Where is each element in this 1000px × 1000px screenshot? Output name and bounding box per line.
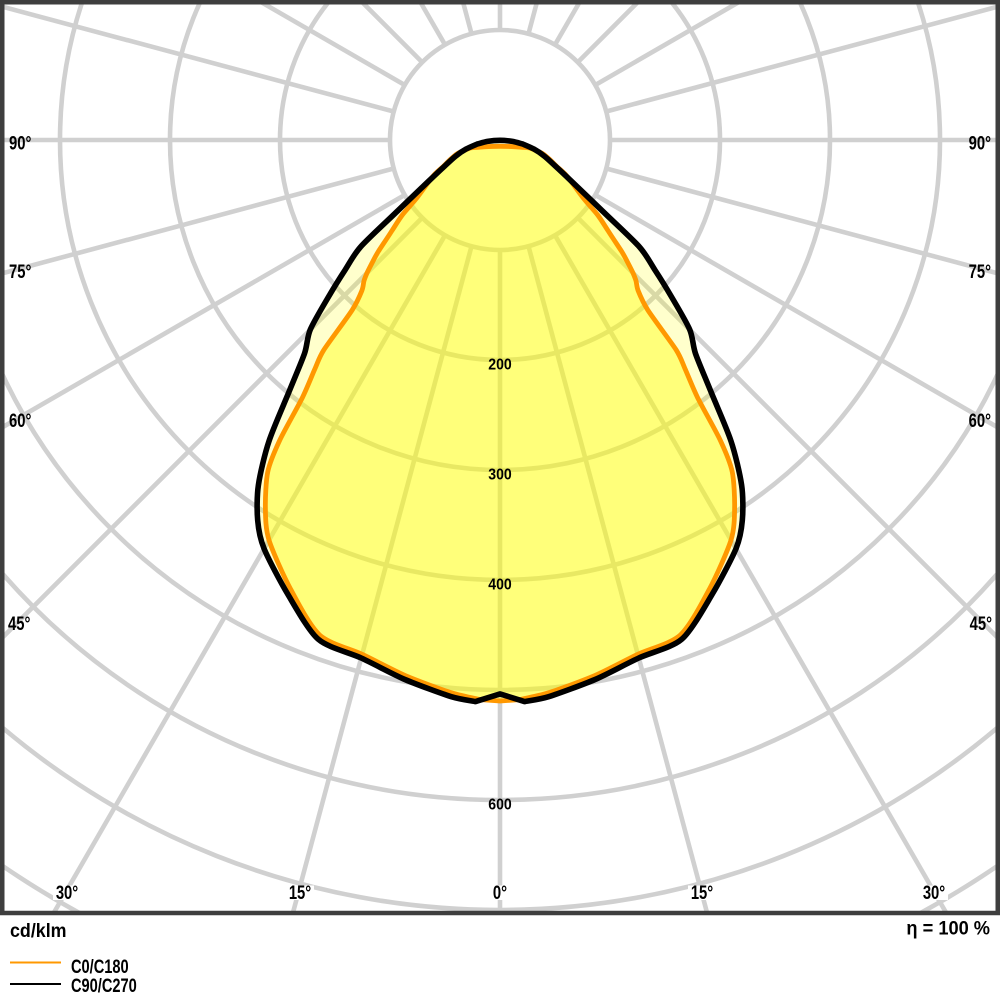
svg-text:60°: 60° xyxy=(9,410,32,431)
svg-text:300: 300 xyxy=(488,465,511,483)
svg-text:400: 400 xyxy=(488,575,511,593)
svg-text:15°: 15° xyxy=(691,882,714,903)
svg-text:cd/klm: cd/klm xyxy=(10,919,67,941)
svg-text:30°: 30° xyxy=(923,882,946,903)
svg-text:75°: 75° xyxy=(969,261,992,282)
svg-text:60°: 60° xyxy=(969,410,992,431)
svg-text:15°: 15° xyxy=(289,882,312,903)
svg-text:30°: 30° xyxy=(56,882,79,903)
svg-text:45°: 45° xyxy=(970,613,993,634)
svg-text:C0/C180: C0/C180 xyxy=(71,956,129,977)
svg-text:200: 200 xyxy=(488,355,511,373)
svg-text:75°: 75° xyxy=(9,261,32,282)
svg-text:45°: 45° xyxy=(8,613,31,634)
svg-text:η = 100 %: η = 100 % xyxy=(906,917,990,938)
svg-text:0°: 0° xyxy=(493,882,507,903)
svg-text:600: 600 xyxy=(488,795,511,813)
svg-text:90°: 90° xyxy=(969,133,992,154)
svg-text:C90/C270: C90/C270 xyxy=(71,975,137,996)
svg-text:90°: 90° xyxy=(9,133,32,154)
